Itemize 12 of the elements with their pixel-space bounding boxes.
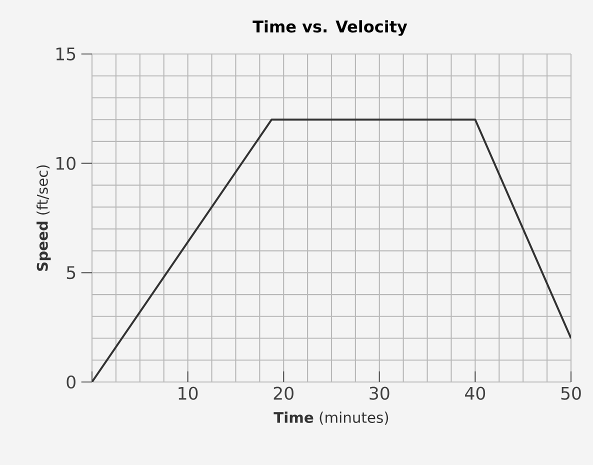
chart-title: Time vs. Velocity <box>252 20 408 36</box>
x-axis-title: Time (minutes) <box>274 412 388 425</box>
y-axis-title: Speed (ft/sec) <box>36 165 51 271</box>
y-tick-label: 10 <box>56 156 76 170</box>
x-tick-label: 50 <box>561 386 581 400</box>
x-tick-label: 30 <box>370 386 390 400</box>
y-tick-label: 5 <box>66 266 76 280</box>
x-tick-label: 20 <box>274 386 294 400</box>
y-tick-label: 15 <box>56 48 76 60</box>
y-tick-label: 0 <box>66 375 76 389</box>
x-tick-label: 40 <box>465 386 486 400</box>
x-tick-label: 10 <box>178 386 198 400</box>
